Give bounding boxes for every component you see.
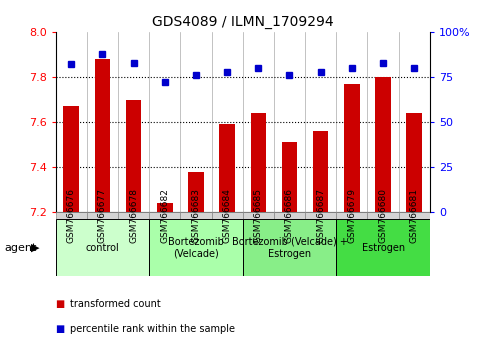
Text: GSM766687: GSM766687 — [316, 188, 325, 244]
Text: GSM766681: GSM766681 — [410, 188, 419, 244]
Text: ▶: ▶ — [30, 243, 39, 253]
Bar — [118, 212, 149, 219]
Bar — [344, 84, 360, 212]
Bar — [305, 212, 336, 219]
Bar — [375, 77, 391, 212]
Text: ■: ■ — [56, 324, 65, 334]
Bar — [56, 219, 149, 276]
Text: control: control — [85, 243, 119, 253]
Title: GDS4089 / ILMN_1709294: GDS4089 / ILMN_1709294 — [152, 16, 334, 29]
Bar — [336, 219, 430, 276]
Text: GSM766685: GSM766685 — [254, 188, 263, 244]
Bar — [274, 212, 305, 219]
Text: Estrogen: Estrogen — [361, 243, 405, 253]
Bar — [251, 113, 266, 212]
Text: GSM766686: GSM766686 — [285, 188, 294, 244]
Bar — [242, 219, 336, 276]
Bar — [407, 113, 422, 212]
Bar — [157, 204, 172, 212]
Bar — [56, 212, 87, 219]
Text: GSM766683: GSM766683 — [191, 188, 200, 244]
Bar — [368, 212, 398, 219]
Text: GSM766679: GSM766679 — [347, 188, 356, 244]
Bar — [188, 172, 204, 212]
Bar — [63, 106, 79, 212]
Text: GSM766680: GSM766680 — [379, 188, 387, 244]
Bar — [149, 219, 242, 276]
Bar — [219, 124, 235, 212]
Bar — [212, 212, 242, 219]
Text: transformed count: transformed count — [70, 299, 161, 309]
Text: GSM766676: GSM766676 — [67, 188, 76, 244]
Text: agent: agent — [5, 243, 37, 253]
Bar — [149, 212, 180, 219]
Bar — [180, 212, 212, 219]
Bar — [95, 59, 110, 212]
Bar — [282, 142, 298, 212]
Text: percentile rank within the sample: percentile rank within the sample — [70, 324, 235, 334]
Bar — [242, 212, 274, 219]
Bar — [336, 212, 368, 219]
Text: ■: ■ — [56, 299, 65, 309]
Text: GSM766682: GSM766682 — [160, 188, 169, 244]
Text: Bortezomib
(Velcade): Bortezomib (Velcade) — [168, 237, 224, 259]
Bar — [126, 99, 142, 212]
Text: GSM766677: GSM766677 — [98, 188, 107, 244]
Text: Bortezomib (Velcade) +
Estrogen: Bortezomib (Velcade) + Estrogen — [231, 237, 347, 259]
Text: GSM766678: GSM766678 — [129, 188, 138, 244]
Text: GSM766684: GSM766684 — [223, 188, 232, 244]
Bar — [313, 131, 328, 212]
Bar — [398, 212, 430, 219]
Bar — [87, 212, 118, 219]
